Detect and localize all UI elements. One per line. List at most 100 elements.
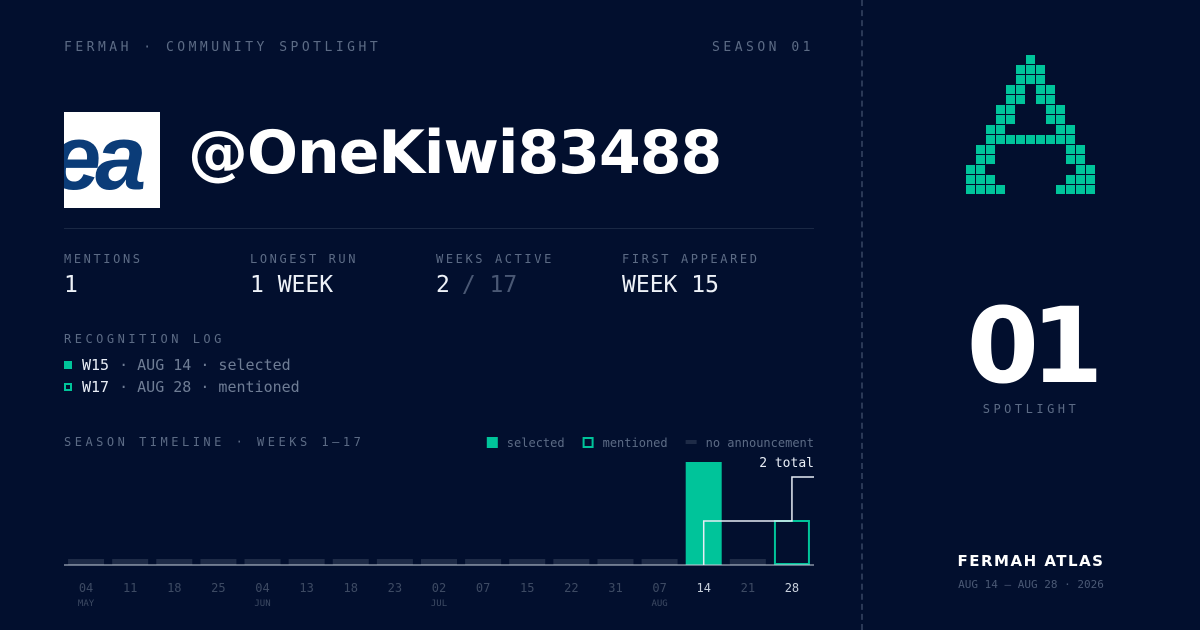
- logo-pixel: [1066, 125, 1075, 134]
- logo-pixel: [1086, 175, 1095, 184]
- legend-icon: [582, 437, 594, 448]
- logo-pixel: [1006, 85, 1015, 94]
- logo-pixel: [1076, 185, 1085, 194]
- logo-pixel: [1066, 175, 1075, 184]
- logo-pixel: [986, 145, 995, 154]
- log-week: W17: [82, 378, 110, 396]
- logo-pixel: [1066, 145, 1075, 154]
- dashed-divider: [861, 0, 863, 630]
- total-label: 2 total: [759, 456, 814, 471]
- logo-pixel: [1036, 65, 1045, 74]
- stat-label: LONGEST RUN: [250, 252, 359, 266]
- logo-pixel: [1026, 135, 1035, 144]
- week-day: 23: [388, 581, 402, 595]
- logo-pixel: [1076, 175, 1085, 184]
- pixel-logo: [966, 55, 1095, 194]
- stat-label: FIRST APPEARED: [622, 252, 760, 266]
- week-bar: [156, 559, 193, 565]
- logo-pixel: [1026, 55, 1035, 64]
- week-day: 31: [608, 581, 622, 595]
- avatar-text: ea: [64, 112, 146, 208]
- log-entry: W15 · AUG 14 · selected: [64, 356, 291, 374]
- logo-pixel: [1036, 85, 1045, 94]
- logo-pixel: [1016, 75, 1025, 84]
- logo-pixel: [1026, 65, 1035, 74]
- logo-pixel: [1056, 115, 1065, 124]
- log-detail: · AUG 14 · selected: [119, 356, 291, 374]
- logo-pixel: [966, 175, 975, 184]
- legend-label: selected: [507, 436, 565, 450]
- logo-pixel: [1046, 135, 1055, 144]
- week-day: 28: [785, 581, 799, 595]
- week-bar: [641, 559, 678, 565]
- divider: [64, 228, 814, 229]
- logo-pixel: [986, 125, 995, 134]
- logo-pixel: [1046, 105, 1055, 114]
- week-day: 07: [652, 581, 666, 595]
- week-bar: [729, 559, 766, 565]
- week-day: 22: [564, 581, 578, 595]
- week-day: 04: [255, 581, 269, 595]
- week-day: 18: [344, 581, 358, 595]
- spotlight-number: 01: [966, 285, 1104, 407]
- log-week: W15: [82, 356, 110, 374]
- week-day: 14: [696, 581, 710, 595]
- week-month: AUG: [651, 599, 667, 609]
- spotlight-label: SPOTLIGHT: [982, 402, 1080, 416]
- logo-pixel: [976, 175, 985, 184]
- logo-pixel: [1066, 185, 1075, 194]
- logo-pixel: [1036, 135, 1045, 144]
- week-month: JUL: [431, 599, 447, 609]
- week-day: 18: [167, 581, 181, 595]
- logo-pixel: [996, 185, 1005, 194]
- logo-pixel: [1046, 115, 1055, 124]
- logo-pixel: [1076, 145, 1085, 154]
- stat-label: MENTIONS: [64, 252, 143, 266]
- timeline-title: SEASON TIMELINE · WEEKS 1–17: [64, 435, 365, 449]
- logo-pixel: [976, 165, 985, 174]
- week-bar: [68, 559, 105, 565]
- logo-pixel: [1066, 155, 1075, 164]
- logo-pixel: [996, 115, 1005, 124]
- legend-icon: [486, 437, 498, 448]
- stat-value: WEEK 15: [622, 272, 719, 298]
- logo-pixel: [1086, 185, 1095, 194]
- logo-pixel: [996, 105, 1005, 114]
- week-bar: [112, 559, 149, 565]
- logo-pixel: [1036, 95, 1045, 104]
- week-bar: [553, 559, 590, 565]
- logo-pixel: [996, 135, 1005, 144]
- logo-pixel: [1056, 135, 1065, 144]
- handle: @OneKiwi83488: [188, 118, 722, 188]
- logo-pixel: [1076, 165, 1085, 174]
- stat-value: 1 WEEK: [250, 272, 333, 298]
- stat-value: 2 / 17: [436, 272, 517, 298]
- logo-pixel: [1036, 75, 1045, 84]
- week-month: JUN: [254, 599, 270, 609]
- status-icon: [64, 361, 72, 369]
- log-entry: W17 · AUG 28 · mentioned: [64, 378, 300, 396]
- logo-pixel: [1016, 135, 1025, 144]
- logo-pixel: [1046, 95, 1055, 104]
- logo-pixel: [986, 135, 995, 144]
- logo-pixel: [976, 155, 985, 164]
- week-day: 04: [79, 581, 93, 595]
- week-bar: [465, 559, 502, 565]
- stat-number: 1: [64, 272, 78, 298]
- logo-pixel: [1056, 105, 1065, 114]
- week-day: 15: [520, 581, 534, 595]
- week-bar: [597, 559, 634, 565]
- week-bar: [332, 559, 369, 565]
- stat-label: WEEKS ACTIVE: [436, 252, 554, 266]
- logo-pixel: [1016, 65, 1025, 74]
- logo-pixel: [1056, 185, 1065, 194]
- status-icon: [64, 383, 72, 391]
- week-day: 02: [432, 581, 446, 595]
- legend-label: no announcement: [706, 436, 814, 450]
- stat-number: 1 WEEK: [250, 272, 334, 298]
- cumulative-line: [702, 476, 814, 565]
- week-day: 11: [123, 581, 137, 595]
- week-day: 07: [476, 581, 490, 595]
- legend-icon: [685, 440, 697, 444]
- log-title: RECOGNITION LOG: [64, 332, 225, 346]
